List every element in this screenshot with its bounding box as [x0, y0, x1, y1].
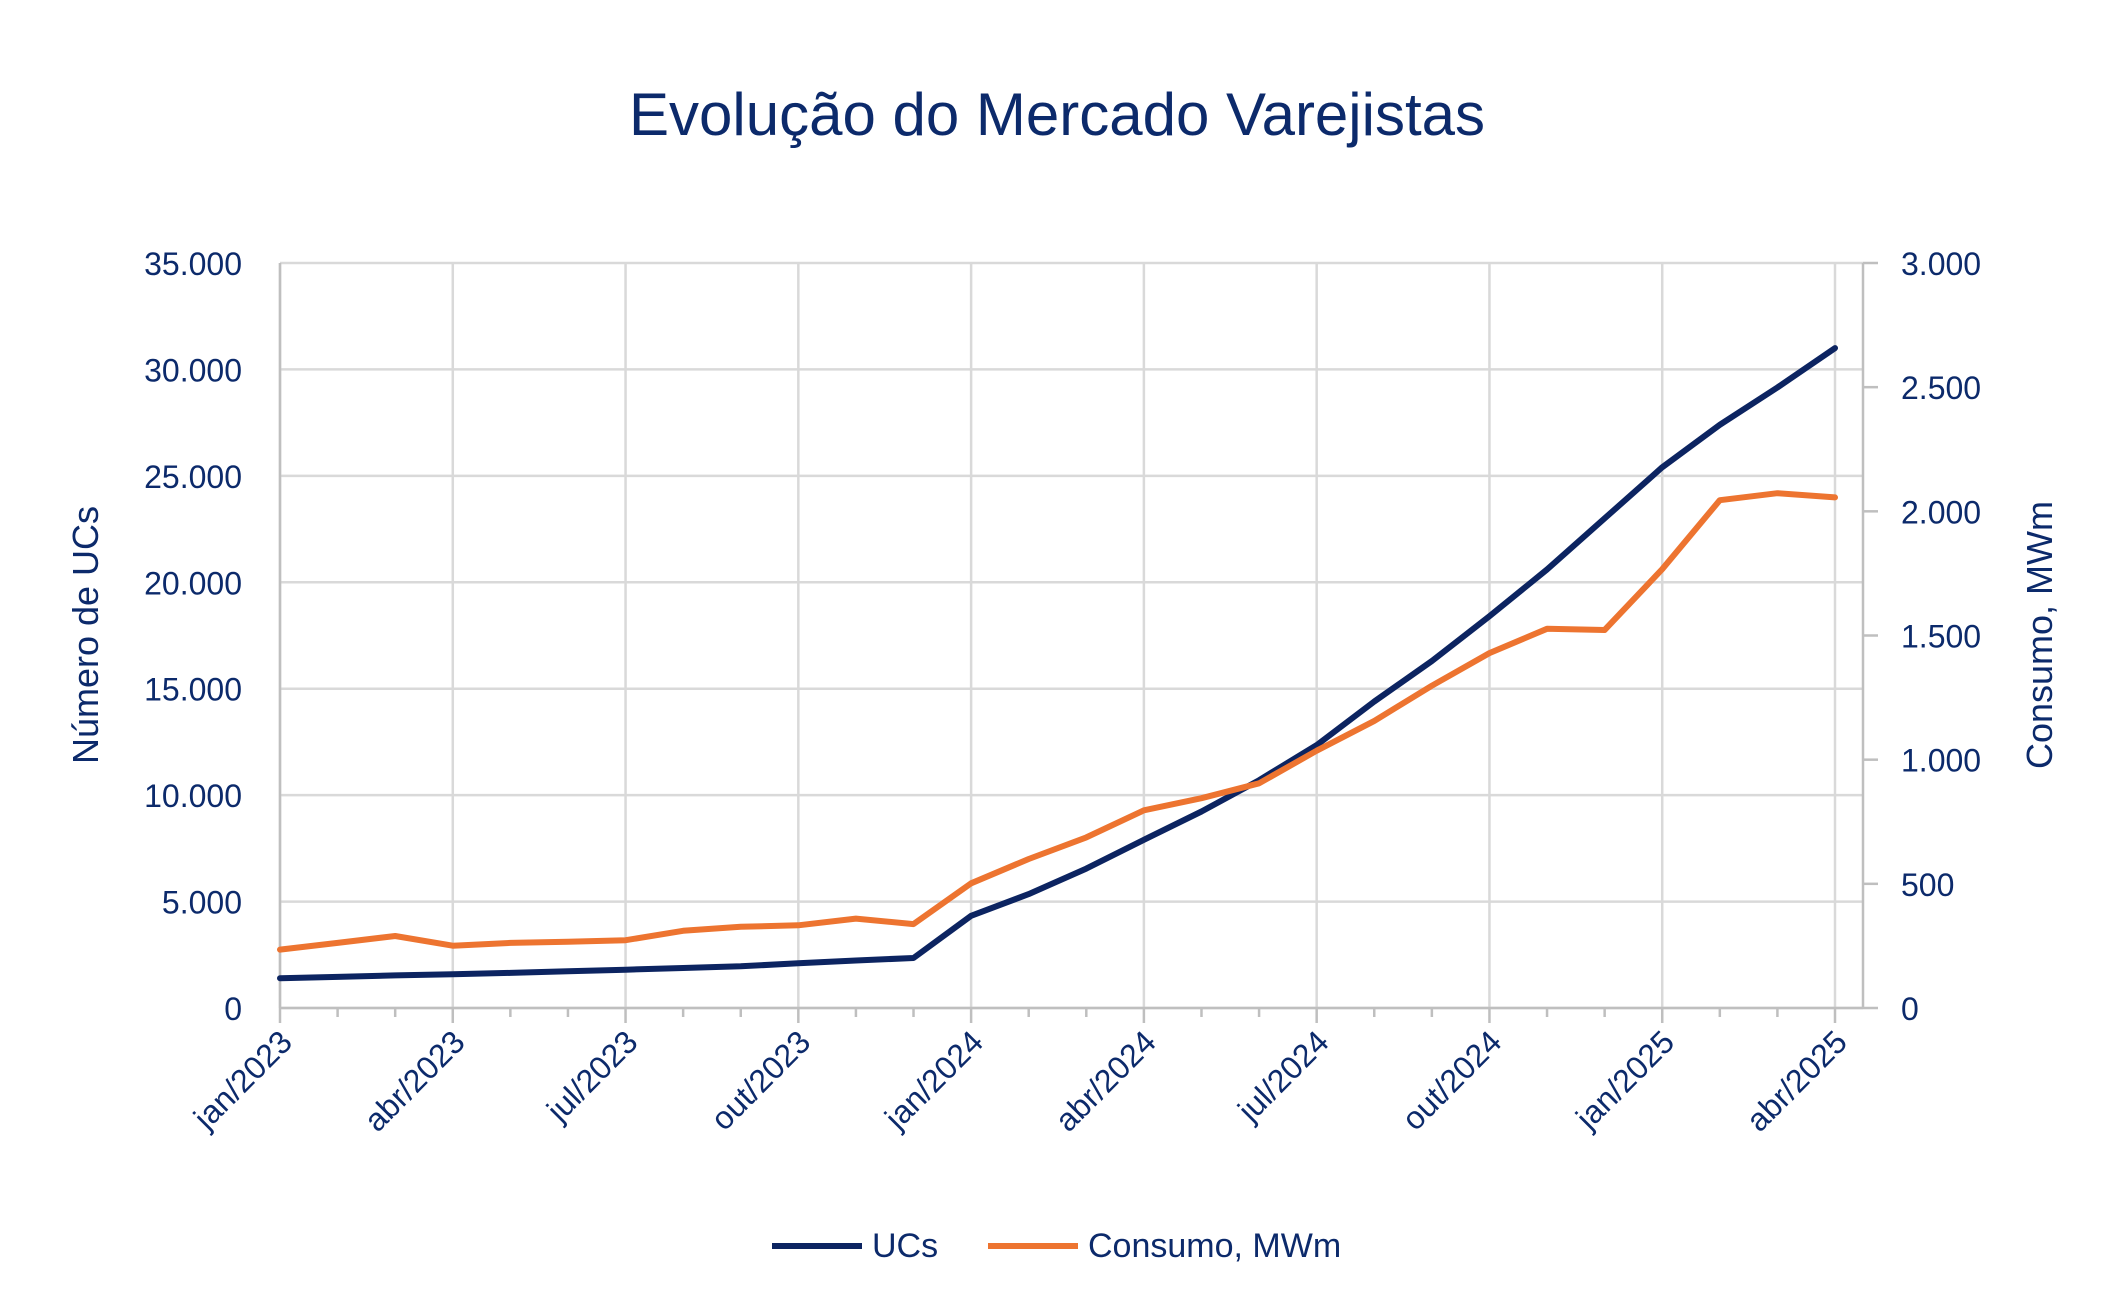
y2-tick-label: 500 — [1901, 867, 1954, 903]
x-tick-label: out/2024 — [1395, 1023, 1509, 1137]
x-tick-label: jan/2025 — [1568, 1023, 1681, 1136]
y-tick-label: 35.000 — [144, 246, 242, 282]
y-tick-label: 15.000 — [144, 672, 242, 708]
x-tick-label: abr/2025 — [1739, 1023, 1854, 1138]
legend: UCs Consumo, MWm — [772, 1227, 1341, 1265]
y2-tick-label: 3.000 — [1901, 246, 1981, 282]
x-tick-label: jul/2024 — [1230, 1023, 1335, 1128]
y-tick-label: 10.000 — [144, 778, 242, 814]
y2-tick-label: 2.500 — [1901, 370, 1981, 406]
y-tick-label: 25.000 — [144, 459, 242, 495]
y2-tick-label: 0 — [1901, 991, 1919, 1027]
gridlines — [280, 263, 1863, 1008]
series-line-ucs — [280, 348, 1835, 978]
x-tick-label: out/2023 — [704, 1023, 818, 1137]
y-tick-label: 5.000 — [162, 885, 242, 921]
legend-label: UCs — [872, 1227, 938, 1265]
y2-tick-label: 1.000 — [1901, 743, 1981, 779]
x-tick-label: abr/2024 — [1048, 1023, 1163, 1138]
chart-title: Evolução do Mercado Varejistas — [629, 81, 1485, 148]
y2-tick-label: 1.500 — [1901, 619, 1981, 655]
y-axis-label: Número de UCs — [65, 506, 106, 764]
x-tick-label: jan/2024 — [877, 1023, 990, 1136]
series-lines — [280, 348, 1835, 978]
x-tick-label: jul/2023 — [539, 1023, 644, 1128]
axes: 0 5.000 10.000 15.000 20.000 25.000 30.000 35.0… — [144, 246, 1981, 1138]
y-tick-label: 20.000 — [144, 565, 242, 601]
x-tick-label: abr/2023 — [357, 1023, 472, 1138]
y-tick-label: 30.000 — [144, 352, 242, 388]
legend-label: Consumo, MWm — [1088, 1227, 1341, 1265]
x-tick-label: jan/2023 — [186, 1023, 299, 1136]
y-tick-label: 0 — [224, 991, 242, 1027]
y2-axis-label: Consumo, MWm — [2019, 501, 2060, 769]
y2-tick-label: 2.000 — [1901, 494, 1981, 530]
